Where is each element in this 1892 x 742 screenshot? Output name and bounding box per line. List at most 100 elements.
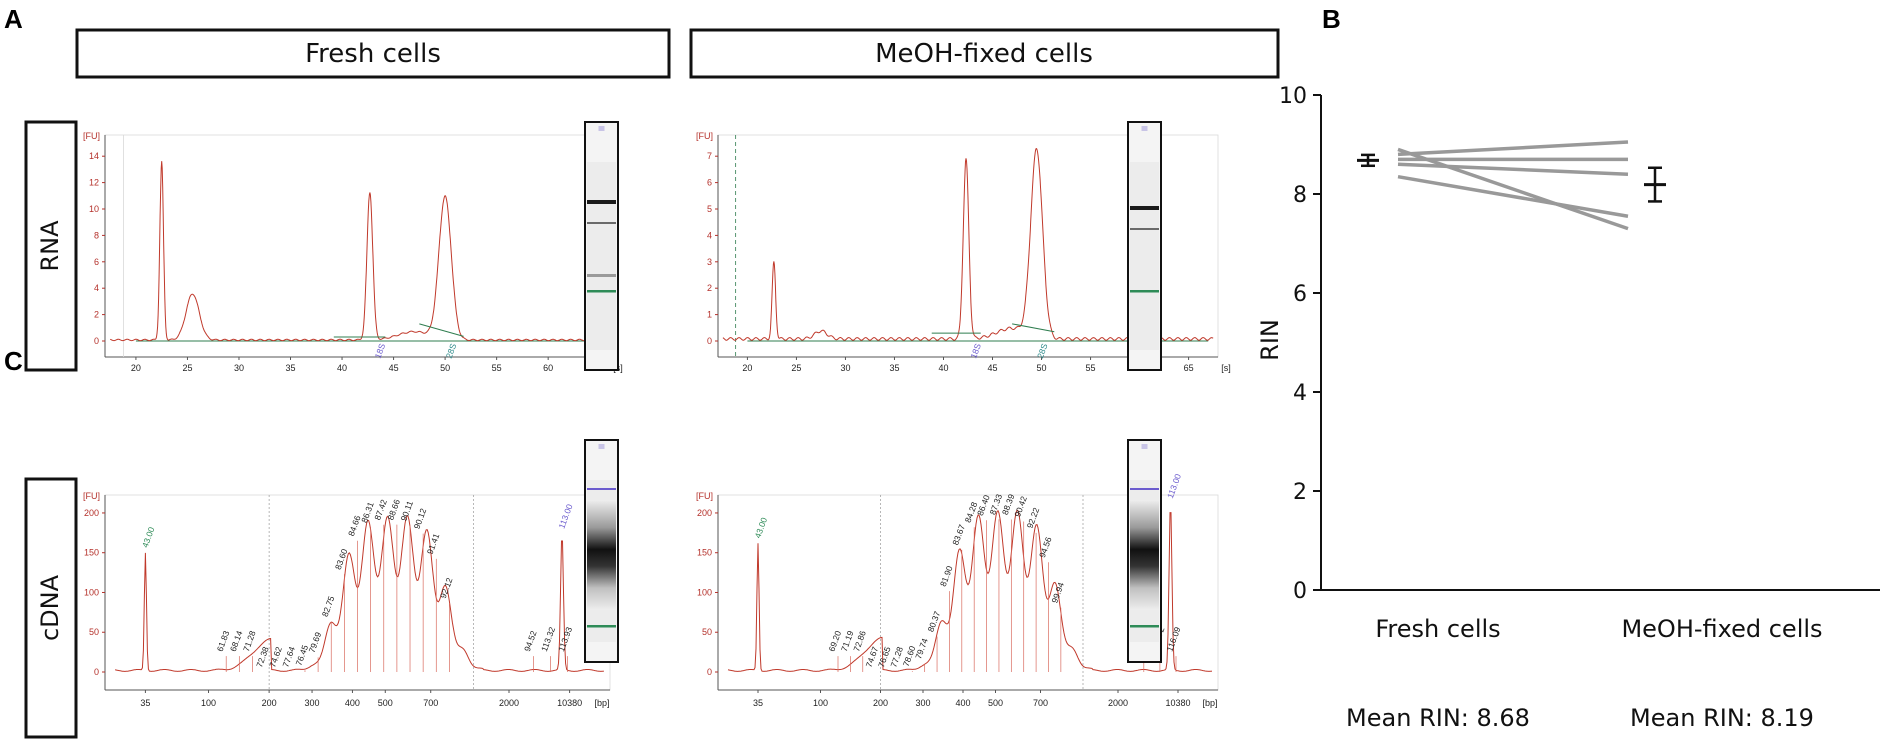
header-box-fresh [75,28,671,79]
header-meoh: MeOH-fixed cells [875,39,1093,69]
x-tick-label: 60 [543,363,553,373]
rna-meoh-electropherogram: 01234567[FU]20253035404550556065[s]18S28… [696,131,1231,373]
y-unit-label: [FU] [696,131,713,141]
panel-letter-a: A [4,4,23,34]
gel-band [1130,206,1159,210]
gel-lane-cdna-fresh [584,439,619,663]
y-tick-label: 3 [707,257,712,267]
fragment-label: 80.37 [926,610,943,634]
y-tick-label: 14 [89,151,99,161]
x-tick-label: 25 [791,363,801,373]
y-tick-label: 1 [707,310,712,320]
fragment-label: 113.32 [539,625,557,653]
peak-label-18s: 18S [373,342,388,360]
fragment-label: 113.93 [556,625,574,653]
rin-tick-label: 2 [1293,480,1307,505]
gel-lower-marker [1130,290,1159,293]
y-tick-label: 12 [89,178,99,188]
rin-paired-line-4 [1397,162,1629,176]
rin-tick-label: 6 [1293,282,1307,307]
x-tick-label: 10380 [1165,698,1190,708]
y-tick-label: 10 [89,204,99,214]
y-tick-label: 5 [707,204,712,214]
x-tick-label: 25 [182,363,192,373]
x-tick-label: 2000 [1108,698,1128,708]
signal-trace [110,161,605,342]
rin-category-meoh: MeOH-fixed cells [1621,615,1822,643]
fragment-label: 82.75 [320,594,337,618]
x-unit-label: [s] [1221,363,1231,373]
region-28s [1012,323,1055,333]
gel-background [587,162,616,350]
rin-mean-meoh: Mean RIN: 8.19 [1630,704,1814,732]
gel-upper-marker [1130,488,1159,490]
rin-paired-line-5 [1397,174,1629,218]
y-unit-label: [FU] [83,491,100,501]
rin-tick-label: 0 [1293,579,1307,604]
x-tick-label: 30 [840,363,850,373]
rin-paired-line-2 [1397,140,1629,157]
y-tick-label: 0 [707,336,712,346]
gel-band [587,200,616,204]
signal-trace [115,514,604,672]
rin-chart: 0 2 4 6 8 10 RIN Fresh cells MeOH-fixed cells Mea… [1256,84,1880,732]
signal-trace [727,509,1213,672]
gel-well [1141,126,1148,131]
fragment-label: 116.09 [1164,625,1182,653]
rin-tick-label: 10 [1279,84,1307,109]
gel-smear [1130,500,1159,610]
x-tick-label: 100 [201,698,216,708]
x-tick-label: 700 [423,698,438,708]
y-tick-label: 6 [707,178,712,188]
y-tick-label: 50 [702,627,712,637]
x-tick-label: 400 [955,698,970,708]
y-tick-label: 200 [84,508,99,518]
x-tick-label: 35 [286,363,296,373]
gel-upper-marker [587,488,616,490]
rin-paired-line-1 [1397,147,1629,231]
gel-lower-marker [1130,625,1159,628]
x-tick-label: 65 [1184,363,1194,373]
y-tick-label: 0 [707,667,712,677]
x-tick-label: 35 [140,698,150,708]
gel-lane-cdna-meoh [1127,439,1162,663]
y-tick-label: 2 [707,283,712,293]
gel-band [587,222,616,224]
fragment-label: 83.67 [950,523,967,547]
row-label-cdna: cDNA [36,574,64,641]
x-tick-label: 500 [988,698,1003,708]
x-tick-label: 30 [234,363,244,373]
fragment-label: 90.12 [412,507,429,531]
x-tick-label: 45 [988,363,998,373]
x-tick-label: 300 [305,698,320,708]
y-tick-label: 4 [707,230,712,240]
gel-well [1141,444,1148,449]
y-tick-label: 150 [697,548,712,558]
x-tick-label: 700 [1033,698,1048,708]
gel-band [587,274,616,277]
y-tick-label: 150 [84,548,99,558]
plot-frame [104,134,611,358]
x-tick-label: 20 [742,363,752,373]
x-tick-label: 55 [1086,363,1096,373]
y-tick-label: 4 [94,283,99,293]
rin-category-fresh: Fresh cells [1375,615,1500,643]
gel-background [1130,162,1159,350]
x-tick-label: 10380 [557,698,582,708]
gel-well [598,444,605,449]
y-tick-label: 6 [94,257,99,267]
x-tick-label: 40 [337,363,347,373]
rin-tick-label: 4 [1293,381,1307,406]
fragment-label: 91.41 [425,532,442,556]
marker-label-upper: 113.00 [557,502,575,530]
rna-fresh-electropherogram: 02468101214[FU]20253035404550556065[s]18… [83,131,623,373]
fragment-label: 92.22 [1025,506,1042,530]
x-unit-label: [bp] [1202,698,1217,708]
x-tick-label: 500 [378,698,393,708]
marker-label-lower: 43.00 [140,525,157,549]
y-tick-label: 0 [94,336,99,346]
cdna-fresh-electropherogram: 0 50 100 150 200 [FU] 35 100 200 300 400 500 700 2000… [83,491,611,708]
rin-mean-fresh: Mean RIN: 8.68 [1346,704,1530,732]
panel-letter-c: C [4,346,23,376]
